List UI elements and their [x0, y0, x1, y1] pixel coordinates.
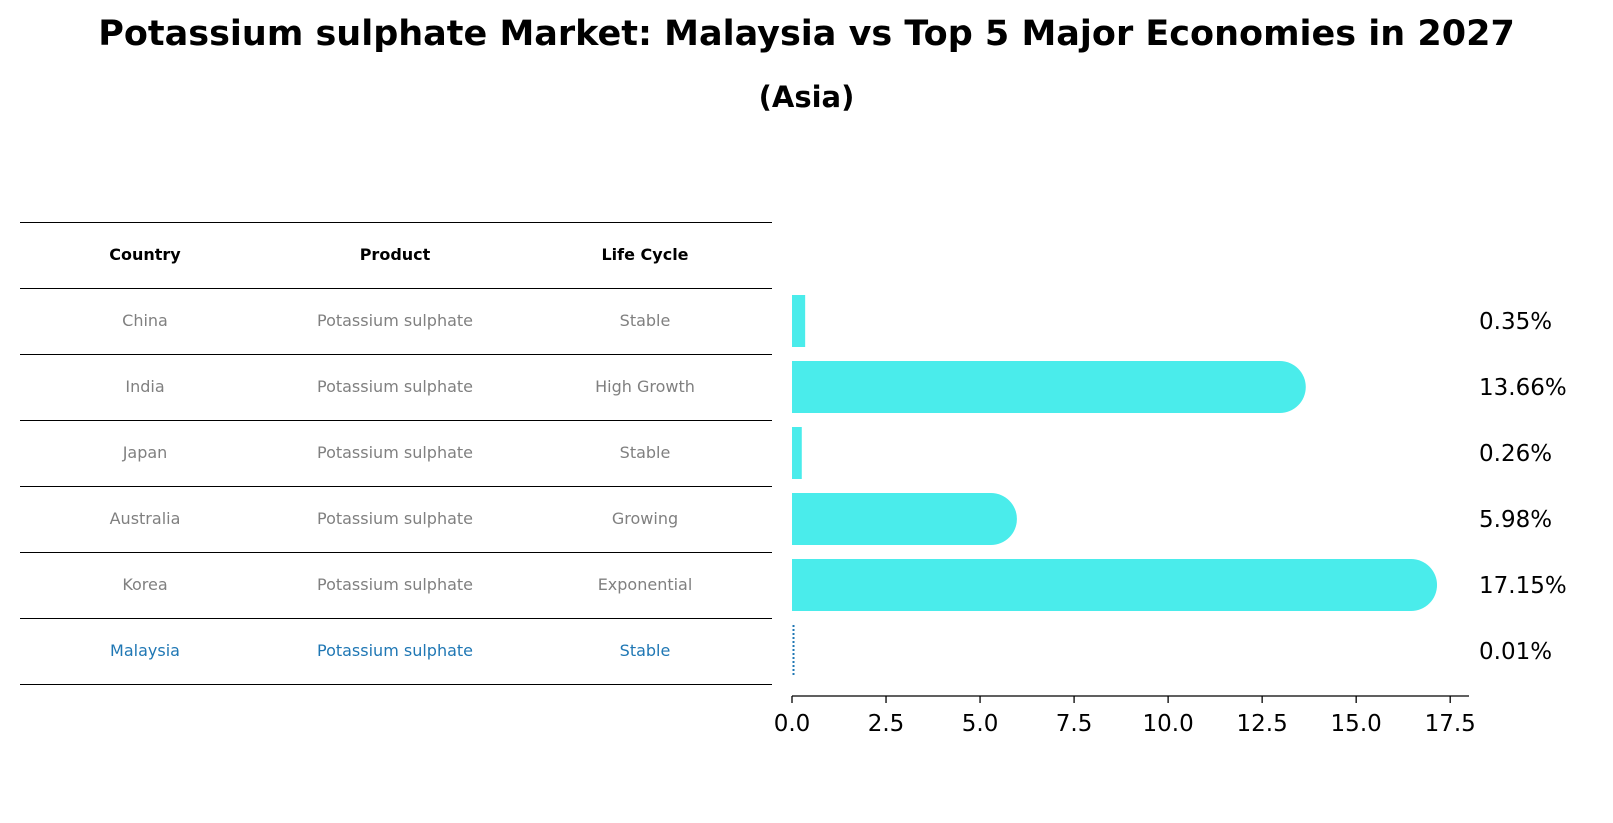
table-row: Japan Potassium sulphate Stable [20, 420, 772, 486]
table-row: Korea Potassium sulphate Exponential [20, 552, 772, 618]
cell-product: Potassium sulphate [316, 575, 473, 594]
x-tick-label: 17.5 [1425, 711, 1476, 737]
value-label: 13.66% [1479, 375, 1567, 401]
x-tick-label: 7.5 [1056, 711, 1093, 737]
table-row: China Potassium sulphate Stable [20, 288, 772, 354]
x-tick-label: 5.0 [962, 711, 999, 737]
cell-life-cycle: Stable [619, 311, 671, 330]
chart-title: Potassium sulphate Market: Malaysia vs T… [98, 14, 1515, 54]
cell-country: Malaysia [110, 641, 180, 660]
bar-australia [792, 493, 1017, 545]
cell-life-cycle: Exponential [597, 575, 693, 594]
x-tick-label: 2.5 [868, 711, 905, 737]
cell-product: Potassium sulphate [316, 443, 473, 462]
cell-product: Potassium sulphate [316, 311, 473, 330]
cell-life-cycle: Growing [611, 509, 679, 528]
bar-china [792, 295, 806, 347]
bar-korea [792, 559, 1438, 611]
cell-product: Potassium sulphate [316, 641, 473, 660]
table-row: India Potassium sulphate High Growth [20, 354, 772, 420]
table-row: Australia Potassium sulphate Growing [20, 486, 772, 552]
table-header-row: Country Product Life Cycle [20, 222, 772, 288]
table-row-highlight: Malaysia Potassium sulphate Stable [20, 618, 772, 684]
cell-country: India [125, 377, 165, 396]
cell-country: Korea [122, 575, 168, 594]
table-rule [20, 552, 772, 553]
value-label: 0.01% [1479, 639, 1552, 665]
value-label: 0.26% [1479, 441, 1552, 467]
header-country: Country [109, 245, 181, 264]
table-rule [20, 354, 772, 355]
cell-life-cycle: High Growth [595, 377, 695, 396]
bar-japan [792, 427, 802, 479]
x-tick-label: 12.5 [1237, 711, 1288, 737]
header-life-cycle: Life Cycle [601, 245, 689, 264]
cell-country: Australia [109, 509, 181, 528]
table-rule [20, 222, 772, 223]
cell-country: China [122, 311, 168, 330]
cell-life-cycle: Stable [619, 641, 671, 660]
x-tick-label: 0.0 [774, 711, 811, 737]
table-rule [20, 420, 772, 421]
header-product: Product [359, 245, 431, 264]
x-tick-label: 15.0 [1331, 711, 1382, 737]
table-rule [20, 288, 772, 289]
value-label: 17.15% [1479, 573, 1567, 599]
chart-subtitle: (Asia) [758, 80, 855, 114]
table-rule [20, 618, 772, 619]
bar-india [792, 361, 1306, 413]
table-rule [20, 684, 772, 685]
table-rule [20, 486, 772, 487]
cell-life-cycle: Stable [619, 443, 671, 462]
value-label: 0.35% [1479, 309, 1552, 335]
cell-product: Potassium sulphate [316, 377, 473, 396]
value-label: 5.98% [1479, 507, 1552, 533]
cell-product: Potassium sulphate [316, 509, 473, 528]
cell-country: Japan [122, 443, 168, 462]
x-tick-label: 10.0 [1143, 711, 1194, 737]
